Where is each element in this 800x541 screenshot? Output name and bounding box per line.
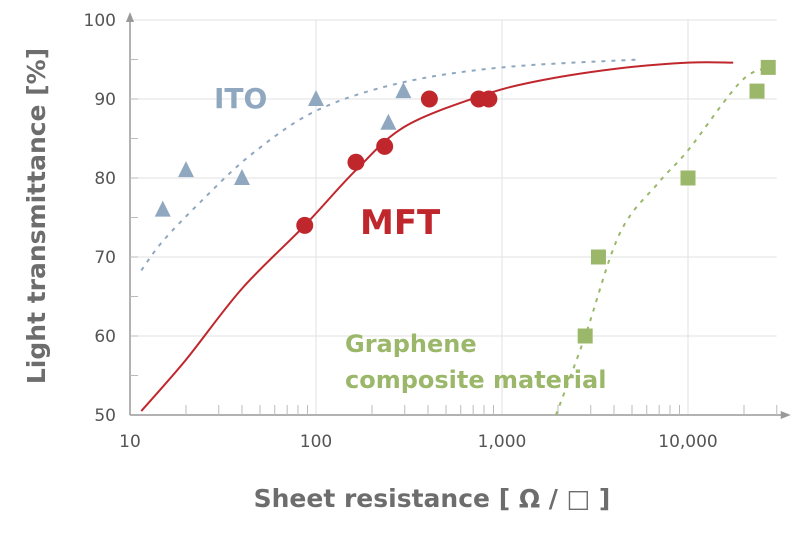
ito-point	[177, 161, 194, 178]
graphene-fit-curve	[555, 66, 775, 416]
graphene-label-line1: Graphene	[345, 330, 477, 358]
ito-fit-curve	[140, 58, 640, 272]
graphene-point	[590, 249, 606, 265]
y-axis-label: Light transmittance [%]	[22, 48, 51, 384]
y-tick-label: 50	[94, 406, 116, 426]
y-tick-label: 60	[94, 327, 116, 347]
x-tick-label: 10,000	[658, 432, 717, 452]
axes	[126, 12, 791, 419]
graphene-label-line2: composite material	[345, 366, 606, 394]
x-axis-label: Sheet resistance [ Ω / □ ]	[254, 484, 611, 513]
ito-point	[380, 113, 397, 130]
graphene-point	[760, 59, 776, 75]
mft-point	[347, 153, 365, 171]
y-tick-label: 80	[94, 169, 116, 189]
mft-point	[376, 137, 394, 155]
x-tick-label: 100	[300, 432, 332, 452]
ito-point	[395, 82, 412, 99]
graphene-point	[577, 328, 593, 344]
y-tick-label: 70	[94, 248, 116, 268]
mft-fit-curve	[140, 61, 734, 412]
tick-labels: 10 100 1,000 10,000 50 60 70 80 90 100	[84, 11, 718, 452]
mft-label: MFT	[360, 203, 441, 243]
ito-point	[154, 200, 171, 217]
y-tick-label: 90	[94, 90, 116, 110]
x-tick-label: 10	[119, 432, 141, 452]
graphene-point	[749, 83, 765, 99]
graphene-point	[680, 170, 696, 186]
mft-point	[296, 216, 314, 234]
ito-point	[233, 169, 250, 185]
ito-point	[308, 90, 324, 106]
mft-point	[420, 90, 438, 108]
y-axis-arrow-icon	[126, 12, 134, 22]
fit-curves	[140, 58, 775, 416]
data-points	[154, 59, 776, 344]
y-tick-label: 100	[84, 11, 116, 31]
x-tick-label: 1,000	[478, 432, 527, 452]
mft-point	[480, 90, 498, 108]
ito-label: ITO	[214, 82, 267, 115]
x-axis-arrow-icon	[780, 411, 791, 419]
